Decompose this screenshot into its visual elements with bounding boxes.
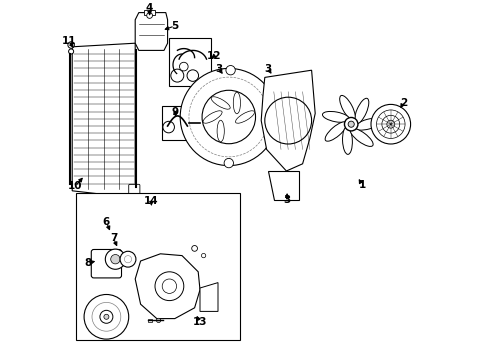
Bar [148,319,152,322]
Text: 10: 10 [68,181,82,192]
Ellipse shape [203,111,222,123]
Text: 14: 14 [144,196,159,206]
Circle shape [344,117,358,131]
Circle shape [84,294,129,339]
Polygon shape [261,70,315,171]
Bar [170,38,211,86]
Text: 13: 13 [193,317,207,327]
Bar [144,10,155,15]
Ellipse shape [355,118,381,130]
Circle shape [187,70,198,81]
Circle shape [69,49,74,54]
Circle shape [68,42,74,48]
Circle shape [201,253,206,258]
Circle shape [202,90,255,144]
Text: 12: 12 [207,51,221,61]
Circle shape [180,68,277,166]
Circle shape [163,121,174,133]
Ellipse shape [236,111,254,123]
Circle shape [111,255,120,264]
Ellipse shape [350,128,373,147]
Circle shape [171,69,184,82]
Text: 9: 9 [172,107,179,117]
Ellipse shape [211,97,230,109]
Text: 8: 8 [85,258,92,268]
Text: 11: 11 [62,36,76,46]
Circle shape [147,13,152,18]
FancyBboxPatch shape [91,249,122,278]
Text: 3: 3 [216,64,222,74]
Circle shape [224,158,233,168]
Polygon shape [135,254,200,319]
Circle shape [100,310,113,323]
Text: 7: 7 [110,233,117,243]
Bar [162,106,204,140]
Text: 3: 3 [284,195,291,205]
Circle shape [179,62,188,71]
Ellipse shape [233,92,241,114]
Circle shape [156,318,161,323]
Ellipse shape [325,122,347,141]
Polygon shape [135,13,168,50]
Text: 3: 3 [265,64,272,74]
Circle shape [371,104,411,144]
Bar [76,193,240,340]
Circle shape [226,66,235,75]
Ellipse shape [340,95,355,120]
Polygon shape [269,171,299,200]
Circle shape [104,314,109,319]
Text: 2: 2 [400,98,407,108]
Circle shape [120,251,136,267]
Ellipse shape [217,120,224,142]
Circle shape [105,249,125,269]
Polygon shape [200,283,218,311]
Ellipse shape [322,112,349,122]
Ellipse shape [355,98,369,124]
Text: 1: 1 [358,180,366,190]
Ellipse shape [343,127,352,154]
Polygon shape [72,43,135,198]
Circle shape [348,121,354,127]
FancyBboxPatch shape [129,184,140,195]
Text: 4: 4 [146,3,153,13]
Circle shape [192,246,197,251]
Text: 6: 6 [103,217,110,227]
Text: 5: 5 [171,21,178,31]
